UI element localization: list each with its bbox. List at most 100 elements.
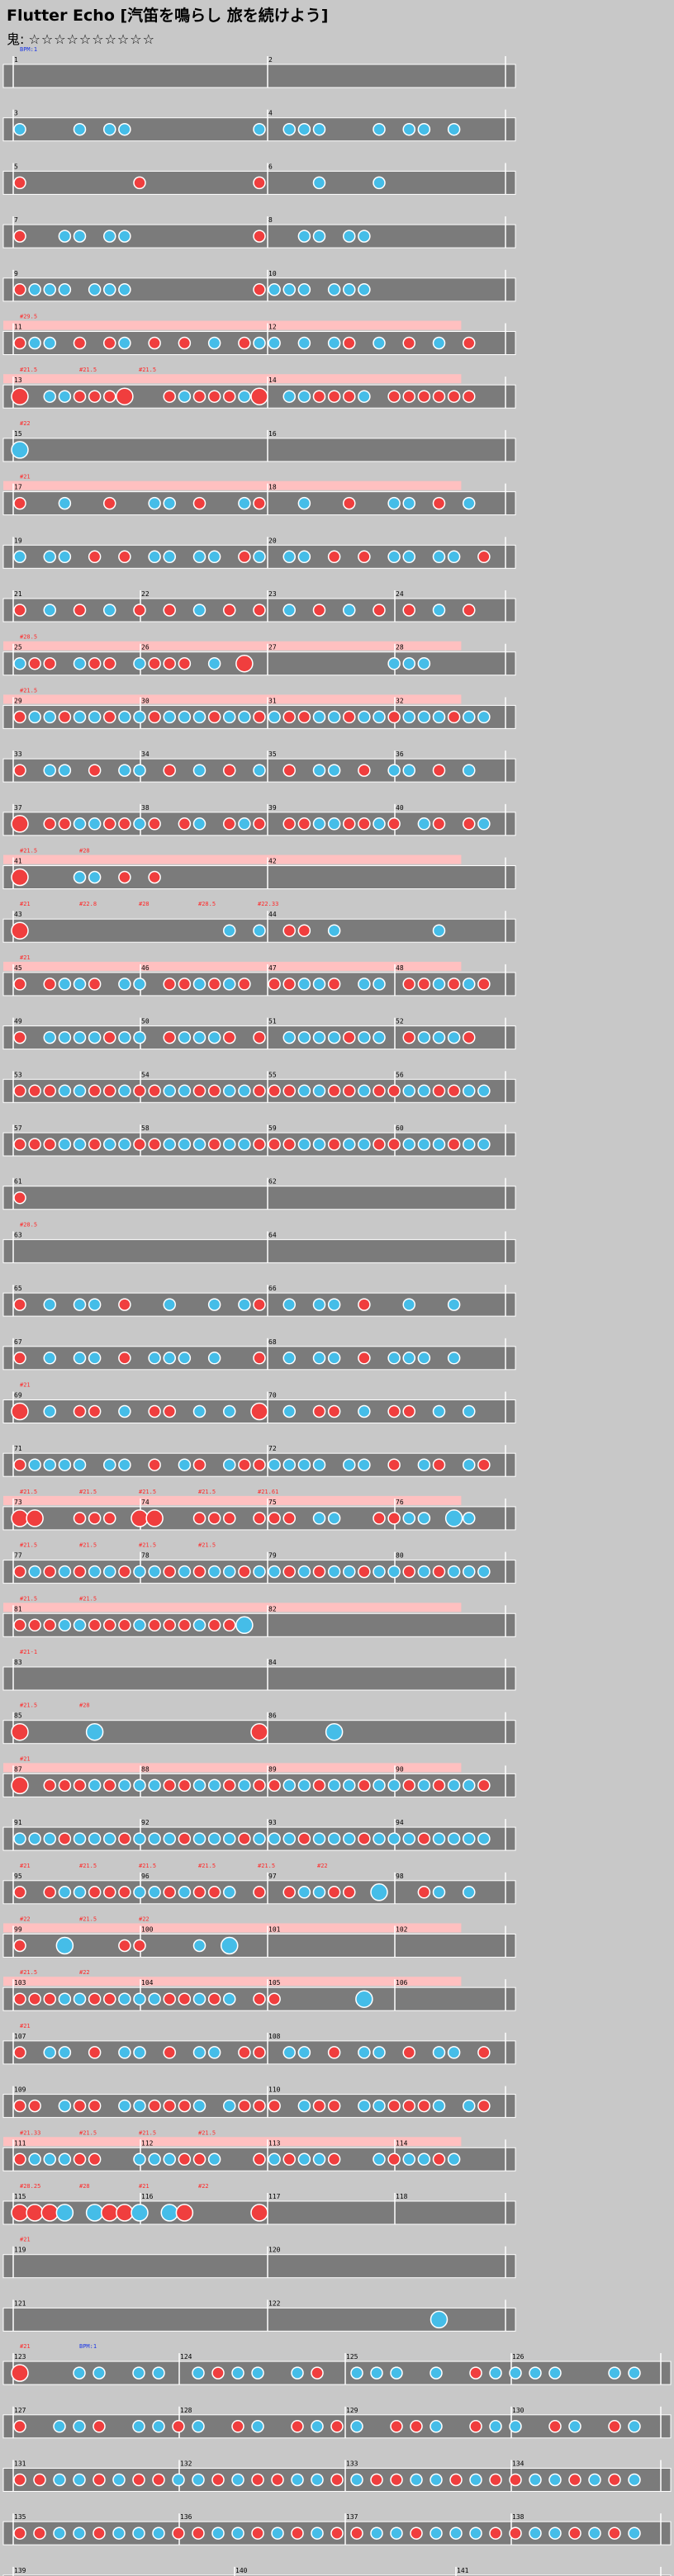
ka-note [133, 1030, 146, 1044]
measure-number: 72 [268, 1445, 277, 1452]
don-note [417, 1886, 431, 1899]
measure-number: 121 [14, 2299, 26, 2307]
big-ka-note [55, 1936, 74, 1955]
ka-note [447, 122, 461, 136]
ka-note [73, 2420, 86, 2433]
don-note [253, 283, 266, 296]
note-lane [2, 2574, 672, 2576]
ka-note [402, 550, 415, 564]
big-don-note [26, 2204, 44, 2222]
don-note [327, 1404, 341, 1418]
don-note [178, 2099, 192, 2113]
don-note [192, 2152, 206, 2166]
don-note [88, 1404, 102, 1418]
big-don-note [175, 2204, 194, 2222]
big-don-note [250, 1402, 268, 1421]
measure-number: 5 [14, 163, 18, 170]
ka-note [43, 390, 56, 403]
measure-number: 119 [14, 2247, 26, 2254]
ka-note [133, 817, 146, 831]
don-note [282, 978, 296, 991]
don-note [148, 1618, 161, 1632]
measure-number: 65 [14, 1285, 22, 1292]
don-note [28, 1084, 41, 1098]
don-note [118, 1832, 131, 1845]
measure-number: 19 [14, 537, 22, 544]
don-note [282, 924, 296, 937]
big-ka-note [355, 1990, 373, 2008]
ka-note [43, 604, 56, 617]
don-note [417, 390, 431, 403]
ka-note [358, 230, 371, 243]
ka-note [73, 1298, 87, 1311]
don-note [132, 2473, 145, 2487]
ka-note [327, 1030, 341, 1044]
don-note [192, 1512, 206, 1525]
big-ka-note [444, 1509, 463, 1527]
big-don-note [116, 2204, 134, 2222]
event-label: #21.5 [139, 1489, 156, 1495]
don-note [163, 656, 176, 670]
measure-number: 132 [180, 2460, 192, 2468]
event-label: #21.5 [20, 1489, 37, 1495]
ka-note [192, 1939, 206, 1953]
ka-note [251, 2420, 264, 2433]
measure-number: 92 [141, 1819, 150, 1826]
don-note [33, 2473, 46, 2487]
ka-note [628, 2473, 641, 2487]
don-note [477, 2099, 491, 2113]
measure-number: 20 [268, 537, 277, 544]
don-note [223, 390, 236, 403]
don-note [13, 230, 26, 243]
ka-note [163, 710, 176, 724]
measure-number: 105 [268, 1979, 281, 1986]
big-don-note [145, 1509, 164, 1527]
ka-note [350, 2473, 363, 2487]
ka-note [358, 1404, 371, 1418]
don-note [148, 817, 161, 831]
event-label: #22 [20, 420, 31, 427]
don-note [43, 656, 56, 670]
ka-note [327, 1832, 341, 1845]
ka-note [417, 1512, 431, 1525]
don-note [103, 710, 116, 724]
don-note [13, 1352, 26, 1365]
ka-note [417, 710, 431, 724]
don-note [253, 176, 266, 190]
don-note [358, 550, 371, 564]
ka-note [343, 1832, 356, 1845]
measure-number: 106 [396, 1979, 408, 1986]
don-note [43, 1084, 56, 1098]
ka-note [417, 1565, 431, 1579]
big-don-note [250, 1722, 268, 1741]
ka-note [88, 1352, 102, 1365]
ka-note [447, 2046, 461, 2059]
don-note [402, 1565, 415, 1579]
don-note [417, 1832, 431, 1845]
ka-note [238, 390, 251, 403]
ka-note [88, 1832, 102, 1845]
measure-number: 122 [268, 2299, 281, 2307]
measure-number: 138 [512, 2513, 524, 2521]
gogo-band [3, 641, 462, 651]
ka-note [178, 1886, 192, 1899]
don-note [207, 1138, 221, 1151]
ka-note [223, 2099, 236, 2113]
note-lane [2, 1238, 516, 1263]
event-label: #21.5 [79, 1916, 97, 1923]
measure-number: 71 [14, 1445, 22, 1452]
ka-note [133, 2099, 146, 2113]
ka-note [118, 1992, 131, 2005]
ka-note [373, 176, 386, 190]
ka-note [417, 1352, 431, 1365]
measure-number: 64 [268, 1231, 277, 1238]
ka-note [311, 2420, 324, 2433]
ka-note [88, 1030, 102, 1044]
ka-note [358, 390, 371, 403]
don-note [253, 1512, 266, 1525]
ka-note [88, 283, 102, 296]
big-don-note [11, 1402, 29, 1421]
don-note [253, 1992, 266, 2005]
don-note [103, 1618, 116, 1632]
don-note [88, 1992, 102, 2005]
